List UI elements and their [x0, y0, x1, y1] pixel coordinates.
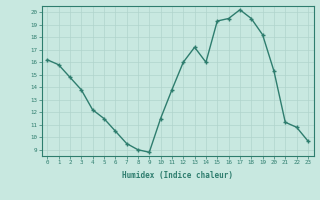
X-axis label: Humidex (Indice chaleur): Humidex (Indice chaleur) — [122, 171, 233, 180]
